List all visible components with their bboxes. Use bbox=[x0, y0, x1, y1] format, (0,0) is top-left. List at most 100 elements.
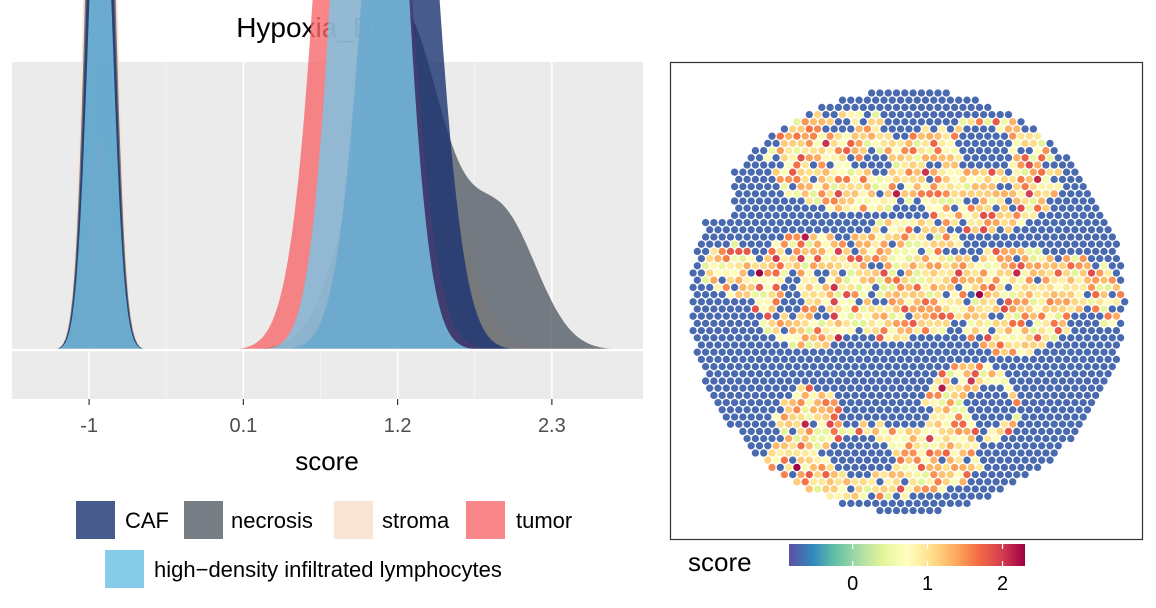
spot bbox=[830, 110, 838, 119]
spot bbox=[942, 204, 950, 212]
spot bbox=[768, 175, 776, 184]
spot bbox=[784, 276, 793, 284]
spot bbox=[884, 175, 892, 184]
spot bbox=[805, 269, 813, 277]
spot bbox=[876, 434, 884, 443]
spot bbox=[921, 269, 930, 277]
spot bbox=[1083, 319, 1092, 328]
spot bbox=[730, 211, 739, 220]
spot bbox=[917, 377, 926, 385]
spot bbox=[1100, 319, 1108, 328]
spot bbox=[950, 233, 959, 241]
spot bbox=[801, 218, 809, 227]
spot bbox=[1062, 370, 1071, 378]
spot bbox=[784, 146, 793, 155]
spot bbox=[888, 355, 896, 364]
spot bbox=[714, 384, 722, 392]
spot bbox=[1017, 377, 1025, 385]
spot bbox=[1029, 398, 1038, 407]
spot bbox=[963, 370, 971, 378]
spot bbox=[996, 211, 1004, 220]
spot bbox=[855, 442, 863, 450]
spot bbox=[896, 341, 905, 349]
spot bbox=[1071, 355, 1079, 364]
spot bbox=[859, 334, 867, 342]
spot bbox=[1050, 218, 1058, 227]
spot bbox=[1067, 218, 1075, 227]
spot bbox=[992, 406, 1000, 414]
spot bbox=[979, 110, 988, 119]
spot bbox=[822, 168, 830, 176]
spot bbox=[818, 305, 826, 313]
spot bbox=[876, 218, 884, 227]
spot bbox=[805, 154, 813, 162]
spot bbox=[909, 89, 917, 97]
spot bbox=[975, 146, 984, 155]
spot bbox=[934, 204, 942, 212]
spot bbox=[905, 168, 913, 176]
spot bbox=[1058, 276, 1067, 284]
spot bbox=[847, 312, 855, 320]
spot bbox=[880, 154, 888, 162]
spot bbox=[863, 485, 872, 493]
spot bbox=[1079, 355, 1087, 364]
spot bbox=[826, 406, 834, 414]
spot bbox=[851, 146, 859, 155]
spot bbox=[789, 326, 797, 335]
spot bbox=[963, 283, 971, 292]
spot bbox=[1083, 190, 1092, 198]
spot bbox=[996, 470, 1004, 479]
spot bbox=[813, 240, 822, 248]
spot bbox=[847, 298, 855, 306]
legend-label-tumor: tumor bbox=[516, 508, 572, 533]
spot bbox=[876, 506, 884, 515]
spot bbox=[1067, 305, 1075, 313]
spot bbox=[834, 434, 843, 443]
spot bbox=[963, 154, 971, 162]
spot bbox=[693, 262, 701, 270]
spot bbox=[888, 326, 896, 335]
spot bbox=[689, 298, 697, 306]
spot bbox=[1000, 233, 1009, 241]
spot bbox=[905, 456, 913, 464]
spot bbox=[793, 247, 801, 256]
spot bbox=[901, 204, 909, 212]
spot bbox=[1083, 233, 1092, 241]
spot bbox=[1013, 370, 1021, 378]
spot bbox=[809, 118, 818, 126]
spot bbox=[955, 139, 963, 148]
spot bbox=[938, 370, 946, 378]
spot bbox=[730, 197, 739, 205]
spot bbox=[872, 240, 880, 248]
spot bbox=[896, 485, 905, 493]
spot bbox=[855, 384, 863, 392]
spot bbox=[1017, 118, 1025, 126]
spot bbox=[872, 485, 880, 493]
spot bbox=[942, 391, 950, 400]
spot bbox=[1079, 211, 1087, 220]
spot bbox=[888, 370, 896, 378]
spot bbox=[1100, 334, 1108, 342]
spot bbox=[813, 139, 822, 148]
spot bbox=[967, 204, 975, 212]
spot bbox=[805, 240, 813, 248]
spot bbox=[1087, 298, 1096, 306]
spot bbox=[984, 290, 992, 299]
spot bbox=[867, 146, 876, 155]
spot bbox=[959, 391, 967, 400]
spot bbox=[776, 377, 784, 385]
spot bbox=[760, 276, 768, 284]
spot bbox=[789, 211, 797, 220]
spot bbox=[789, 125, 797, 133]
spot bbox=[913, 197, 921, 205]
spot bbox=[830, 355, 838, 364]
spot bbox=[917, 103, 926, 112]
spot bbox=[975, 334, 984, 342]
spot bbox=[884, 132, 892, 140]
spot bbox=[975, 103, 984, 112]
spot bbox=[784, 161, 793, 169]
spot bbox=[784, 449, 793, 457]
spot bbox=[934, 492, 942, 500]
spot bbox=[826, 334, 834, 342]
spot bbox=[1046, 456, 1054, 464]
